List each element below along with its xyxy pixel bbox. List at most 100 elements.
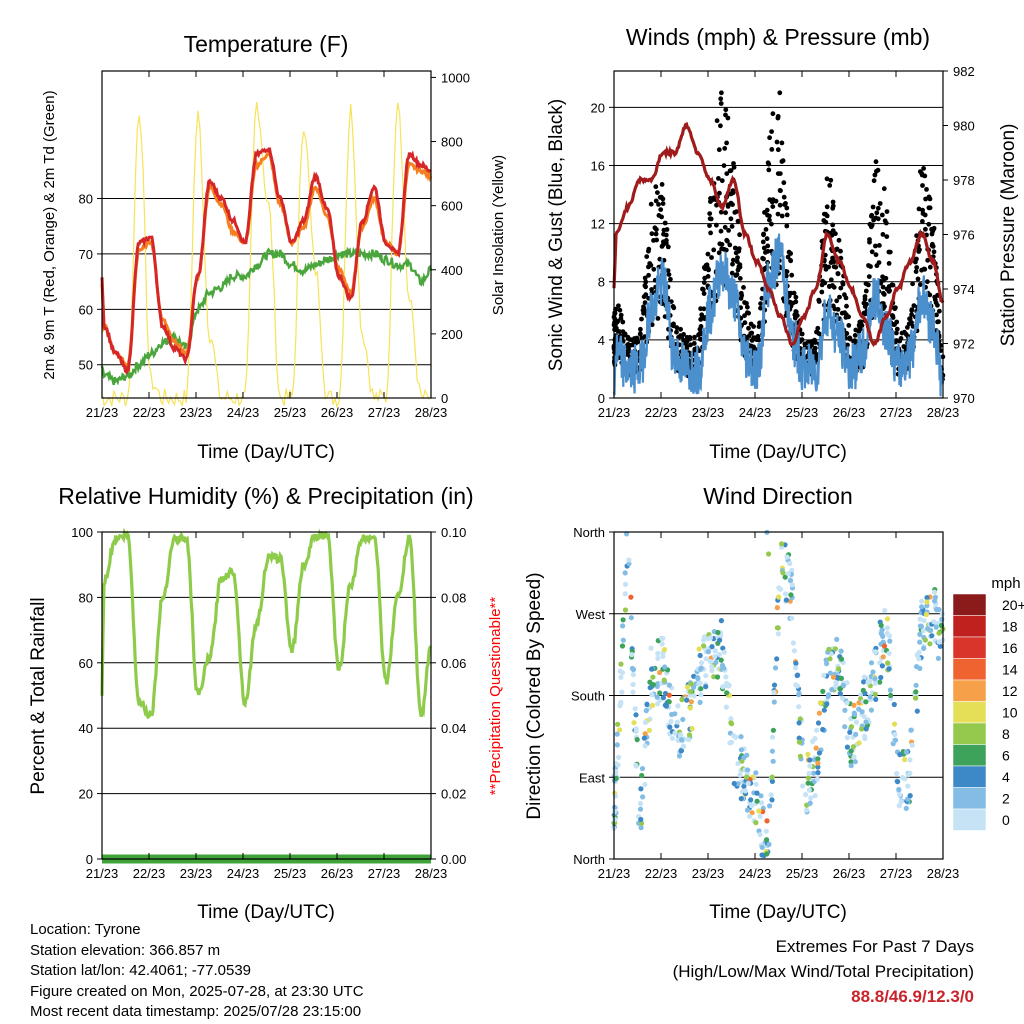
direction-point	[774, 656, 780, 662]
gust-point	[905, 325, 910, 330]
gust-point	[924, 187, 929, 192]
direction-point	[878, 674, 884, 681]
gust-point	[733, 273, 739, 278]
direction-point	[873, 696, 879, 703]
gust-point	[729, 224, 735, 229]
gust-point	[700, 314, 705, 320]
gust-point	[838, 285, 844, 291]
gust-point	[880, 232, 886, 237]
y-tick-label: 800	[441, 135, 463, 150]
direction-point	[617, 727, 623, 733]
gust-point	[785, 254, 791, 260]
direction-point	[891, 721, 898, 727]
y-tick-label: 980	[953, 119, 975, 134]
gust-point	[826, 264, 831, 270]
winds-y-axis-label-right: Station Pressure (Maroon)	[998, 124, 1019, 347]
direction-point	[613, 775, 619, 782]
legend-swatch	[952, 636, 987, 659]
gust-point	[724, 171, 730, 177]
gust-point	[837, 294, 842, 300]
direction-point	[619, 643, 626, 649]
direction-point	[622, 570, 628, 576]
direction-point	[894, 770, 900, 777]
gust-point	[722, 146, 728, 151]
gust-point	[706, 267, 711, 272]
direction-point	[921, 645, 927, 652]
direction-point	[932, 598, 938, 604]
direction-point	[728, 716, 734, 722]
direction-point	[667, 724, 673, 730]
direction-point	[924, 599, 930, 605]
direction-point	[877, 679, 883, 685]
direction-point	[650, 674, 656, 680]
direction-point	[646, 727, 653, 733]
gust-point	[869, 249, 875, 255]
direction-point	[939, 611, 945, 617]
x-tick-label: 24/23	[227, 866, 260, 881]
y-tick-label: 970	[953, 391, 975, 406]
gust-point	[838, 248, 843, 254]
gust-point	[646, 272, 651, 278]
direction-point	[814, 727, 820, 733]
gust-point	[658, 207, 664, 213]
x-tick-label: 25/23	[274, 405, 307, 420]
legend-label: 10	[1002, 705, 1018, 721]
direction-point	[888, 692, 894, 699]
x-tick-label: 28/23	[415, 405, 448, 420]
direction-point	[908, 727, 914, 733]
direction-point	[713, 659, 719, 665]
x-tick-label: 21/23	[598, 866, 631, 881]
relative-humidity-line	[100, 527, 432, 720]
direction-point	[810, 738, 816, 745]
gust-point	[761, 256, 766, 262]
direction-point	[922, 637, 928, 643]
direction-point	[807, 800, 813, 806]
x-tick-label: 28/23	[927, 866, 960, 881]
direction-point	[780, 570, 786, 576]
gust-point	[681, 332, 686, 337]
direction-point	[711, 674, 717, 680]
gust-point	[875, 205, 881, 211]
y-tick-label: 0.06	[441, 656, 466, 671]
direction-point	[709, 664, 715, 670]
dewpoint-series	[100, 246, 433, 386]
direction-point	[649, 692, 655, 698]
direction-point	[759, 800, 765, 806]
gust-point	[875, 167, 881, 173]
direction-point	[749, 810, 755, 816]
gust-point	[791, 290, 797, 296]
direction-point	[731, 780, 737, 787]
gust-point	[894, 330, 899, 336]
direction-point	[867, 694, 873, 700]
x-tick-label: 25/23	[786, 866, 819, 881]
y-tick-label: 70	[79, 247, 93, 262]
direction-point	[789, 615, 795, 621]
x-tick-label: 25/23	[274, 866, 307, 881]
gust-point	[766, 167, 772, 173]
x-tick-label: 26/23	[833, 405, 866, 420]
gust-point	[769, 129, 774, 135]
direction-point	[686, 732, 693, 738]
gust-point	[744, 310, 750, 316]
direction-point	[848, 748, 854, 754]
direction-point	[630, 672, 637, 678]
direction-point	[661, 647, 668, 653]
x-tick-label: 27/23	[880, 866, 913, 881]
direction-point	[902, 756, 908, 763]
direction-point	[688, 681, 694, 687]
direction-x-ticks: 21/23 22/23 23/23 24/23 25/23 26/23 27/23 28/23	[598, 532, 960, 881]
direction-point	[935, 655, 942, 662]
direction-point	[709, 667, 715, 674]
direction-point	[712, 653, 718, 660]
figure-created: Figure created on Mon, 2025-07-28, at 23…	[30, 982, 364, 1000]
direction-point	[903, 749, 910, 755]
gust-point	[758, 301, 763, 306]
gust-point	[909, 320, 914, 325]
gust-point	[731, 161, 736, 166]
gust-point	[718, 101, 724, 106]
direction-point	[735, 781, 741, 787]
gust-point	[769, 147, 775, 152]
gust-point	[824, 204, 830, 210]
direction-point	[840, 695, 846, 701]
legend-swatch	[952, 593, 987, 616]
